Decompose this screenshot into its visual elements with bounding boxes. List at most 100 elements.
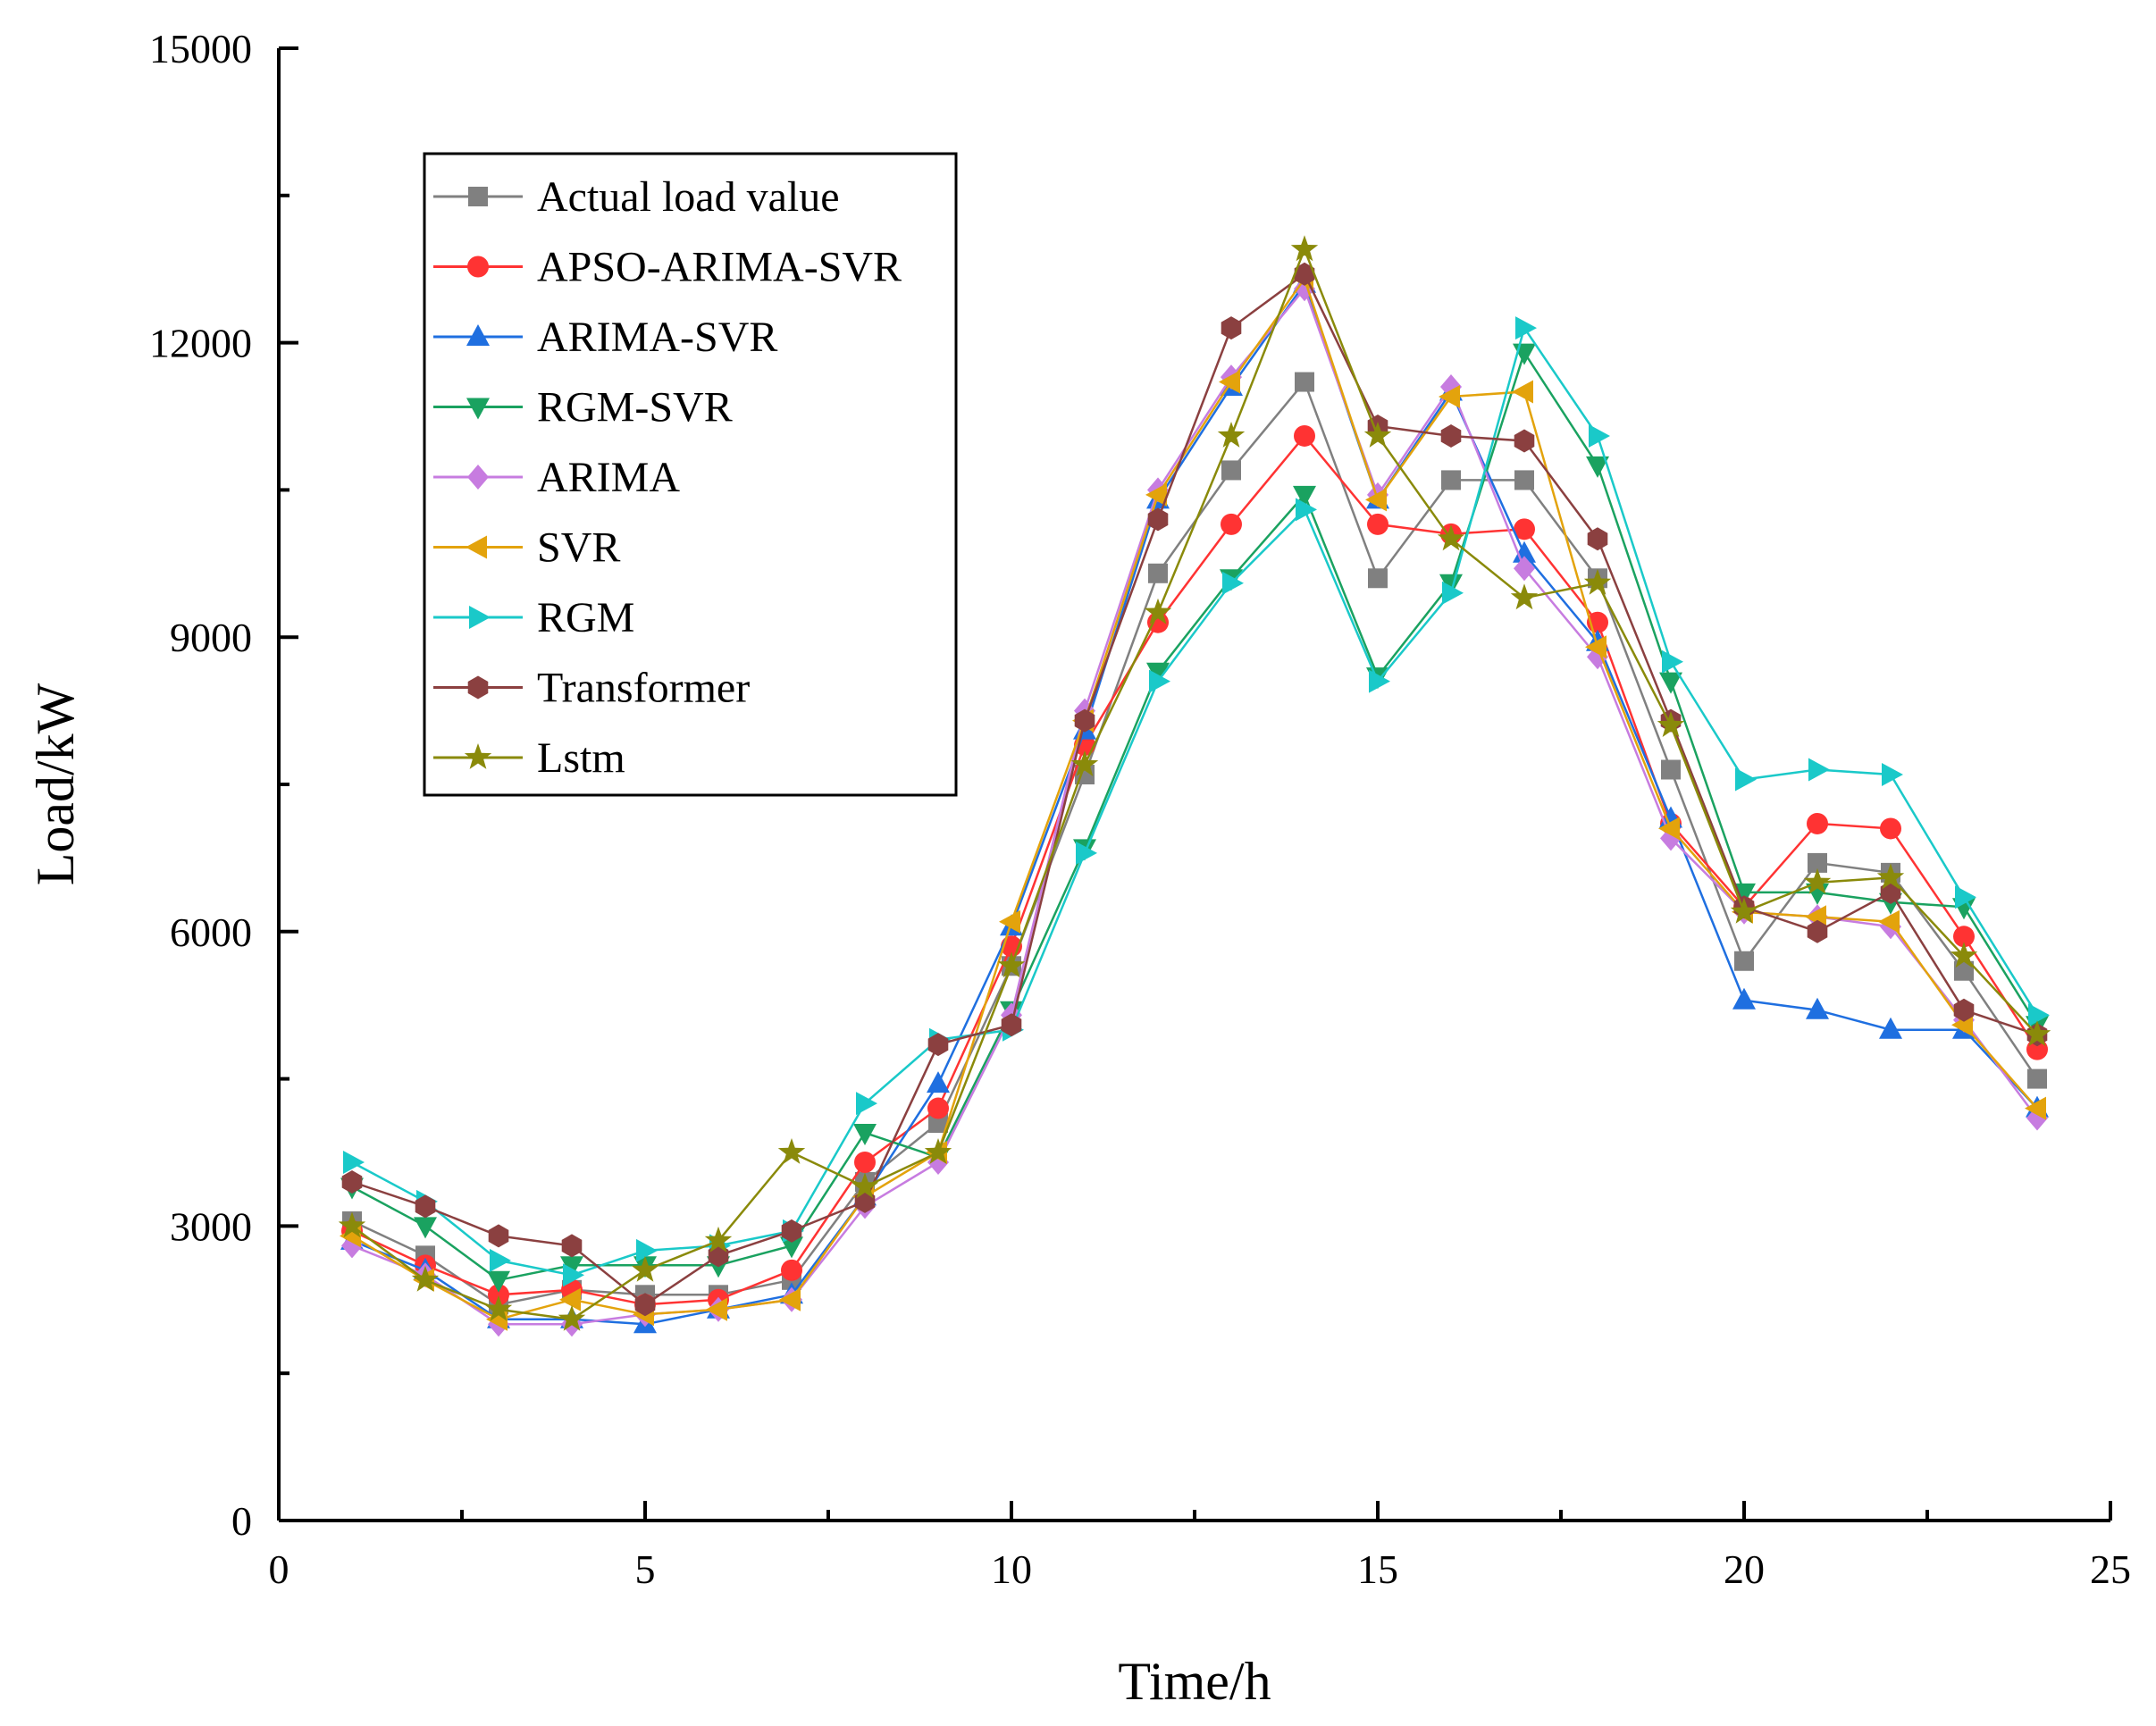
data-point [1882, 763, 1903, 786]
y-tick-label: 6000 [170, 909, 252, 955]
x-tick-label: 20 [1724, 1546, 1765, 1592]
legend-item: APSO-ARIMA-SVR [433, 244, 902, 291]
legend-item: Transformer [433, 665, 750, 712]
data-point [1441, 470, 1461, 490]
data-point [1806, 997, 1829, 1019]
data-point [1515, 316, 1537, 340]
legend-item: Actual load value [433, 173, 840, 221]
data-point [1807, 919, 1828, 943]
y-tick-label: 0 [231, 1498, 252, 1544]
data-point [924, 1138, 952, 1164]
data-point [1367, 513, 1388, 535]
data-point [1734, 951, 1754, 971]
legend-item: SVR [433, 524, 620, 572]
data-point [1222, 571, 1244, 595]
data-point [1363, 422, 1392, 448]
data-point [1439, 574, 1463, 596]
legend-label: ARIMA-SVR [537, 314, 777, 361]
series-line [351, 325, 2039, 1277]
data-point [343, 1151, 365, 1174]
legend-label: APSO-ARIMA-SVR [537, 244, 902, 291]
data-point [1440, 424, 1462, 448]
data-point [2023, 1020, 2051, 1047]
data-point [781, 1219, 802, 1243]
data-point [1732, 987, 1756, 1010]
data-point [1510, 583, 1539, 610]
legend-label: RGM [537, 594, 634, 641]
data-point [851, 1172, 879, 1199]
legend-item: ARIMA-SVR [433, 314, 777, 361]
data-point [1735, 767, 1757, 792]
data-point [1149, 669, 1170, 693]
data-point [780, 1236, 803, 1259]
data-point [560, 1256, 583, 1278]
data-point [487, 1270, 510, 1293]
data-point [1662, 649, 1683, 674]
data-point [1221, 513, 1242, 535]
series-rgm [343, 316, 2050, 1287]
y-tick-label: 12000 [149, 321, 252, 366]
data-point [558, 1304, 586, 1331]
data-point [1513, 540, 1536, 563]
x-tick-label: 5 [635, 1546, 656, 1592]
data-point [1589, 424, 1610, 448]
data-point [927, 1097, 949, 1119]
legend-marker [467, 675, 489, 700]
data-point [1585, 635, 1607, 659]
x-tick-label: 0 [269, 1546, 289, 1592]
data-point [488, 1284, 509, 1306]
legend-marker [469, 606, 491, 629]
data-point [1144, 598, 1172, 624]
data-point [1070, 750, 1099, 776]
data-point [1145, 482, 1167, 507]
data-point [1296, 498, 1317, 522]
data-point [1148, 563, 1168, 583]
data-point [1514, 470, 1534, 490]
series-lstm [338, 235, 2051, 1331]
axes: 0 5 10 15 20 25 0 3000 6000 9000 12000 15000 [149, 26, 2131, 1592]
data-point [1290, 235, 1319, 262]
legend-marker [466, 398, 490, 420]
data-point [1221, 316, 1242, 340]
data-point [1293, 485, 1316, 507]
data-point [1586, 456, 1609, 478]
data-point [1369, 669, 1390, 693]
data-point [1803, 867, 1832, 894]
x-tick-label: 25 [2090, 1546, 2131, 1592]
data-point [1439, 385, 1460, 408]
series-line [351, 276, 2038, 1321]
data-point [563, 1263, 584, 1287]
data-point [1954, 960, 1974, 981]
data-point [1955, 885, 1976, 909]
data-point [636, 1238, 658, 1262]
data-point [1512, 380, 1533, 404]
legend: Actual load value APSO-ARIMA-SVR ARIMA-SVR… [423, 152, 958, 797]
data-point [1368, 568, 1388, 589]
y-tick-label: 15000 [149, 26, 252, 71]
data-point [854, 1151, 876, 1173]
data-point [1437, 524, 1465, 551]
data-point [1583, 568, 1612, 595]
data-point [1808, 758, 1830, 782]
data-point [1658, 817, 1680, 841]
data-point [1953, 998, 1975, 1022]
legend-marker [466, 535, 487, 559]
data-point [1514, 518, 1535, 540]
data-point [1514, 429, 1535, 453]
data-point [1514, 556, 1535, 582]
data-point [853, 1124, 877, 1145]
legend-item: Lstm [433, 734, 625, 782]
legend-label: RGM-SVR [537, 384, 733, 432]
data-point [1659, 672, 1682, 694]
data-point [490, 1248, 511, 1272]
data-point [1732, 883, 1756, 905]
data-point [928, 1113, 948, 1134]
data-point [1146, 662, 1170, 684]
data-point [2028, 1003, 2050, 1027]
data-point [779, 1287, 801, 1311]
data-point [706, 1297, 727, 1321]
data-point [781, 1259, 802, 1281]
legend-item: ARIMA [433, 454, 680, 501]
data-point [1880, 817, 1901, 840]
